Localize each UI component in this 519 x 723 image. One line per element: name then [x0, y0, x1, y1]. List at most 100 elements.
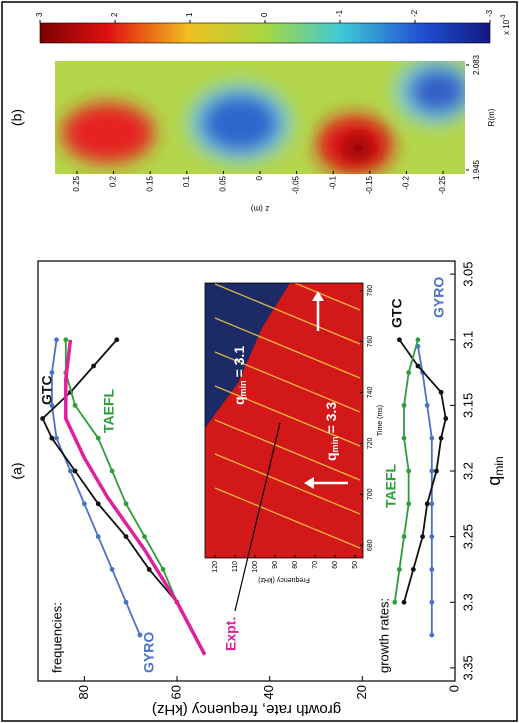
streak [214, 351, 361, 413]
y-tick-label: 80 [76, 685, 91, 699]
x-tick-label: 3.3 [460, 593, 475, 611]
data-point [123, 534, 129, 540]
data-point [160, 567, 166, 572]
data-point [420, 534, 425, 540]
colorbar-scale: x 10-3 [501, 14, 512, 35]
data-point [438, 389, 444, 395]
x-tick-label: 2.083 [472, 54, 481, 75]
y-tick-label: -0.1 [328, 175, 337, 189]
data-point [397, 337, 402, 343]
inset-y-tick-label: 90 [272, 561, 279, 569]
series-label: GTC [39, 375, 55, 405]
streak [214, 419, 361, 481]
group-label: growth rates: [376, 598, 391, 673]
y-axis-label: growth rate, frequency (kHz) [152, 701, 341, 718]
y-tick-label: 60 [168, 685, 183, 699]
series-line [398, 339, 447, 603]
y-tick-label: 40 [261, 685, 276, 699]
y-tick-label: 0 [446, 685, 461, 692]
x-axis-label: R(m) [487, 108, 496, 126]
colorbar-tick-label: 2 [110, 12, 119, 17]
data-point [109, 567, 115, 572]
series-label: GYRO [431, 277, 447, 318]
annotation-rest: = 3.3 [323, 402, 339, 434]
data-point [392, 599, 398, 605]
y-tick-label: 0.25 [72, 175, 81, 191]
annotation-sub: min [330, 436, 340, 452]
series-line [41, 339, 178, 603]
y-tick-label: 0.2 [109, 175, 118, 187]
data-point [410, 567, 416, 572]
y-tick-label: 0.1 [182, 175, 191, 187]
data-point [54, 435, 59, 441]
annotation-base: q [323, 452, 339, 461]
data-point [137, 632, 143, 638]
data-point [429, 632, 435, 638]
data-point [429, 468, 435, 474]
y-tick-label: 0.15 [145, 175, 154, 191]
data-point [95, 501, 101, 507]
data-point [429, 501, 435, 507]
inset-x-tick-label: 760 [367, 336, 374, 348]
y-axis-label: z (m) [251, 204, 270, 213]
inset-x-tick-label: 680 [367, 539, 374, 551]
inset-y-tick-label: 100 [252, 561, 259, 573]
colorbar-tick-label: 1 [185, 12, 194, 17]
series-label: GYRO [141, 632, 157, 673]
data-point [40, 416, 46, 421]
streak [214, 385, 361, 447]
inset-x-tick-label: 740 [367, 387, 374, 399]
map-blob [408, 67, 465, 115]
data-point [438, 435, 444, 441]
colorbar-tick-label: -1 [335, 9, 344, 17]
x-axis-label-base: q [484, 476, 504, 486]
data-point [54, 337, 59, 343]
data-point [123, 501, 129, 507]
inset-y-label: Frequency (kHz) [258, 576, 310, 583]
map-blob [62, 103, 154, 163]
arrow-head [312, 291, 324, 301]
y-tick-label: 0.05 [219, 175, 228, 191]
y-tick-label: 20 [354, 685, 369, 699]
data-point [406, 501, 412, 507]
inset-y-tick-label: 70 [312, 561, 319, 569]
map-image [55, 61, 465, 174]
data-point [406, 370, 412, 375]
data-point [401, 402, 407, 408]
data-point [415, 337, 421, 343]
inset-y-tick-label: 120 [212, 561, 219, 573]
x-tick-label: 1.945 [472, 159, 481, 180]
map-blobs [62, 61, 465, 174]
data-point [429, 599, 435, 605]
annotation-base: q [231, 396, 247, 405]
data-point [81, 501, 87, 507]
data-point [401, 534, 407, 540]
inset-annotation: qmin = 3.1 [231, 346, 249, 405]
inset-y-tick-label: 50 [352, 561, 359, 569]
y-tick-label: -0.05 [292, 175, 301, 194]
data-point [429, 567, 435, 572]
streak [214, 453, 361, 515]
series-line [417, 346, 433, 636]
pointer-line [234, 422, 281, 612]
data-point [63, 337, 69, 343]
inset-y-tick-label: 110 [232, 561, 239, 572]
colorbar-tick-label: 3 [35, 12, 44, 17]
series-line [51, 339, 141, 636]
data-point [142, 534, 147, 540]
streak [214, 487, 361, 549]
data-point [91, 363, 96, 369]
series-label: TAEFL [383, 463, 399, 508]
data-point [114, 337, 120, 343]
data-point [401, 599, 407, 605]
data-point [429, 534, 435, 540]
data-point [95, 534, 101, 540]
inset-x-tick-label: 700 [367, 488, 374, 500]
data-point [95, 435, 101, 441]
data-point [429, 435, 435, 441]
series-label: Expt. [223, 617, 239, 651]
inset-annotation: qmin = 3.3 [323, 402, 341, 461]
data-point [424, 402, 430, 408]
x-tick-label: 3.15 [460, 393, 475, 418]
